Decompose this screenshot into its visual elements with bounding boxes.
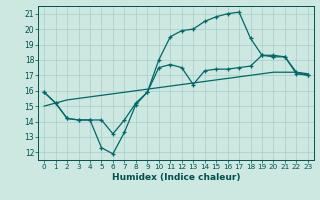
X-axis label: Humidex (Indice chaleur): Humidex (Indice chaleur) <box>112 173 240 182</box>
